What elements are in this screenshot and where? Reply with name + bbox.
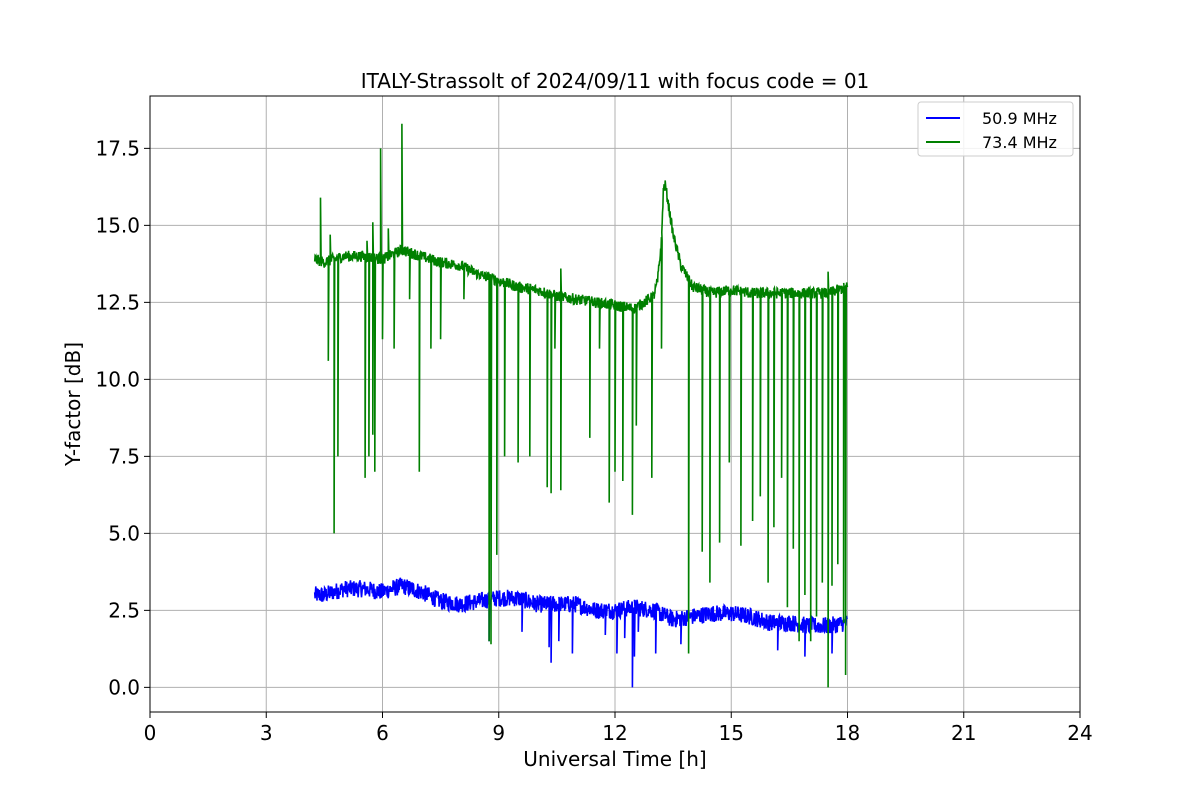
series-line-1	[313, 123, 849, 688]
y-tick-label: 0.0	[108, 675, 140, 699]
chart-title: ITALY-Strassolt of 2024/09/11 with focus…	[361, 69, 870, 93]
x-tick-label: 24	[1067, 721, 1092, 745]
legend: 50.9 MHz 73.4 MHz	[917, 101, 1074, 157]
x-tick-label: 6	[376, 721, 389, 745]
y-tick-label: 17.5	[95, 136, 140, 160]
y-tick-label: 5.0	[108, 521, 140, 545]
y-tick-label: 7.5	[108, 444, 140, 468]
ticks-layer: 0 3 6 9 12 15 18 21 24 0.0 2.5 5.0 7.5 10.0 12.5 15.0 17…	[95, 136, 1092, 745]
x-tick-label: 0	[144, 721, 157, 745]
x-tick-label: 9	[492, 721, 505, 745]
x-axis-label: Universal Time [h]	[523, 747, 706, 771]
y-tick-label: 15.0	[95, 213, 140, 237]
y-tick-label: 12.5	[95, 290, 140, 314]
legend-label-1: 73.4 MHz	[982, 133, 1057, 152]
series-line-0	[313, 577, 848, 688]
series-layer	[313, 123, 849, 688]
x-tick-label: 15	[719, 721, 744, 745]
y-axis-label: Y-factor [dB]	[61, 342, 85, 467]
x-tick-label: 21	[951, 721, 976, 745]
legend-label-0: 50.9 MHz	[982, 109, 1057, 128]
y-tick-label: 2.5	[108, 598, 140, 622]
y-tick-label: 10.0	[95, 367, 140, 391]
x-tick-label: 3	[260, 721, 273, 745]
x-tick-label: 12	[602, 721, 627, 745]
x-tick-label: 18	[835, 721, 860, 745]
